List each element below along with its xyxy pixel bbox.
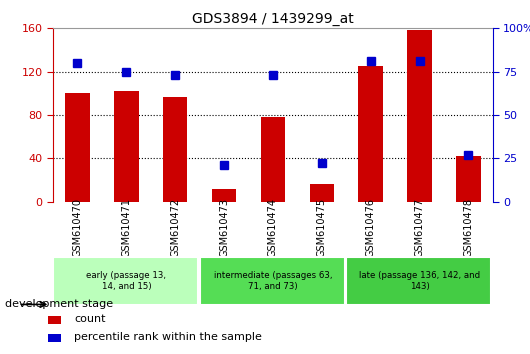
Text: early (passage 13,
14, and 15): early (passage 13, 14, and 15) [86,271,166,291]
Bar [408,30,432,201]
Title: GDS3894 / 1439299_at: GDS3894 / 1439299_at [192,12,354,26]
Text: percentile rank within the sample: percentile rank within the sample [74,332,262,342]
Text: GSM610477: GSM610477 [414,198,425,257]
Text: GSM610475: GSM610475 [317,198,327,257]
Bar [114,91,138,201]
Text: GSM610474: GSM610474 [268,198,278,257]
Text: count: count [74,314,105,324]
Text: development stage: development stage [5,299,113,309]
Text: GSM610472: GSM610472 [170,198,180,257]
Text: GSM610473: GSM610473 [219,198,229,257]
Text: intermediate (passages 63,
71, and 73): intermediate (passages 63, 71, and 73) [214,271,332,291]
Bar [358,66,383,201]
Bar [212,189,236,201]
Text: GSM610471: GSM610471 [121,198,131,257]
Text: GSM610476: GSM610476 [366,198,376,257]
Bar [163,97,188,201]
Bar [456,156,481,201]
Bar [261,117,285,201]
Bar [65,93,90,201]
Bar [310,184,334,201]
Text: GSM610478: GSM610478 [463,198,473,257]
Text: late (passage 136, 142, and
143): late (passage 136, 142, and 143) [359,271,480,291]
Text: GSM610470: GSM610470 [73,198,83,257]
